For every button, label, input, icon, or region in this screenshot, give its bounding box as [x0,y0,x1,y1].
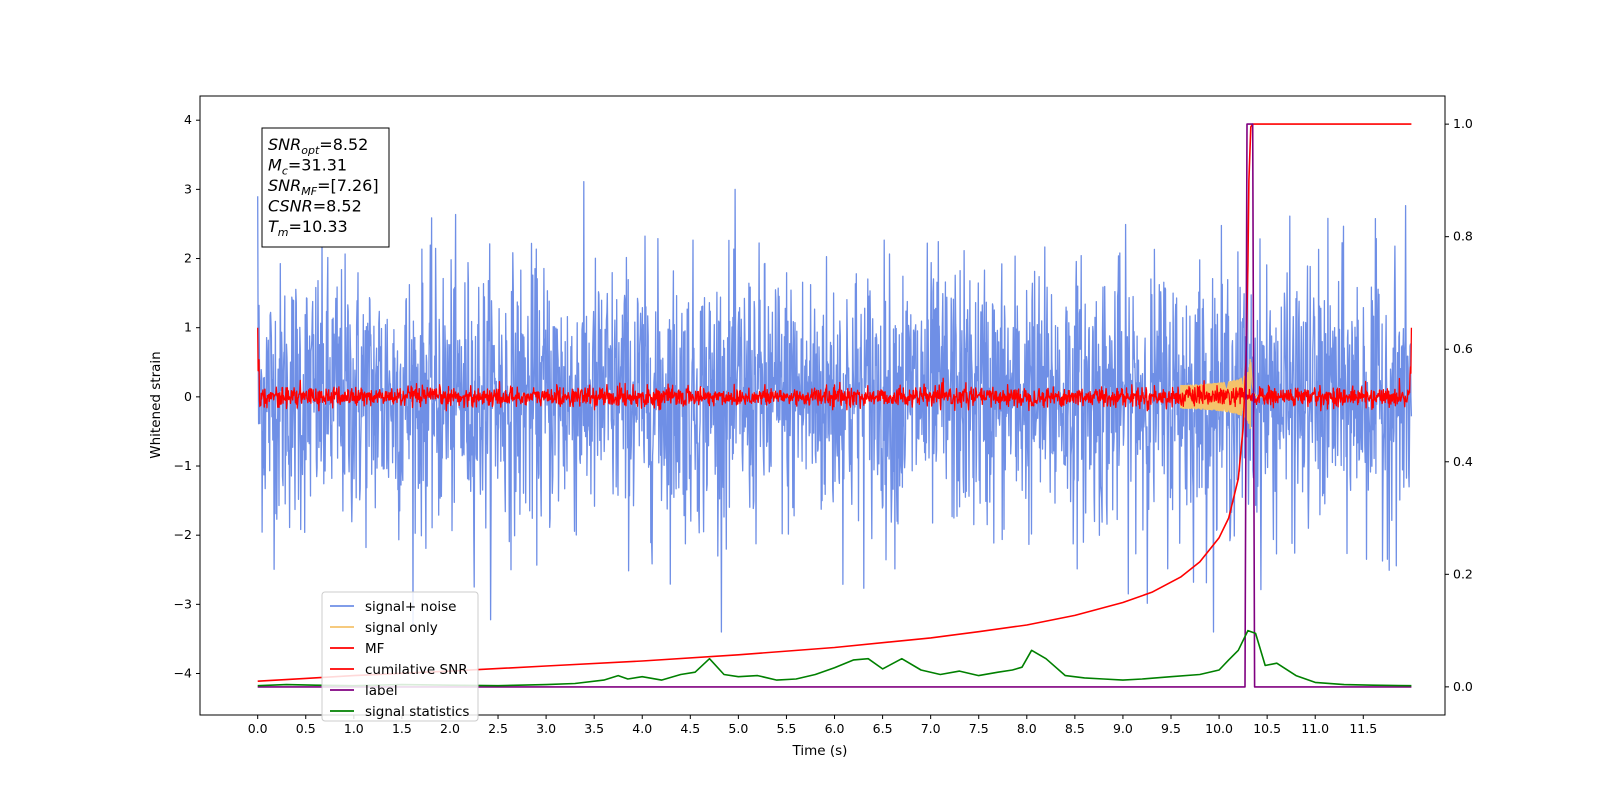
x-tick-label: 8.0 [1017,721,1037,736]
x-tick-label: 2.5 [488,721,508,736]
legend-label-signal-noise: signal+ noise [365,599,456,615]
stats-symbol: SNR [268,135,301,154]
y-tick-label: 2 [184,251,192,266]
x-tick-label: 6.5 [873,721,893,736]
stats-line: Mc=31.31 [268,156,347,178]
x-axis: 0.0 0.5 1.0 1.5 2.0 2.5 3.0 3.5 4.0 4.5 5.0 5.5 6.0 6… [248,715,1377,736]
y-axis-left: 4 3 2 1 0 −1 −2 −3 −4 [174,112,200,681]
legend-label-cumilative-snr: cumilative SNR [365,662,468,678]
x-tick-label: 1.0 [344,721,364,736]
legend-label-signal-statistics: signal statistics [365,704,469,720]
x-tick-label: 5.0 [728,721,748,736]
x-tick-label: 7.5 [969,721,989,736]
y-axis-right: 1.0 0.8 0.6 0.4 0.2 0.0 [1445,116,1473,694]
y-tick-label: −3 [174,596,192,611]
x-tick-label: 2.0 [440,721,460,736]
y-tick-label: 4 [184,112,192,127]
series-line-cumilative-snr [257,123,1412,682]
series-line-label [257,123,1412,688]
stats-box: SNRopt=8.52Mc=31.31SNRMF=[7.26]CSNR=8.52… [261,127,390,248]
x-tick-label: 7.0 [921,721,941,736]
x-tick-label: 1.5 [392,721,412,736]
x-tick-label: 4.5 [680,721,700,736]
stats-line: SNRMF=[7.26] [268,176,379,198]
x-tick-label: 9.0 [1113,721,1133,736]
series-layer [257,123,1413,688]
legend-label-mf: MF [365,641,384,657]
stats-symbol: SNR [268,176,301,195]
x-tick-label: 3.5 [584,721,604,736]
stats-subscript: opt [301,144,320,157]
y2-tick-label: 0.0 [1453,679,1473,694]
stats-value: =8.52 [313,197,362,216]
legend-label-label: label [365,683,398,699]
x-tick-label: 11.0 [1301,721,1329,736]
y-tick-label: 3 [184,181,192,196]
plot-frame [199,95,1446,716]
x-tick-label: 8.5 [1065,721,1085,736]
x-tick-label: 5.5 [777,721,797,736]
x-tick-label: 10.0 [1205,721,1233,736]
stats-value: =[7.26] [317,176,379,195]
stats-subscript: c [282,165,288,178]
x-tick-label: 0.0 [248,721,268,736]
stats-value: =8.52 [319,135,368,154]
stats-subscript: MF [301,185,317,198]
y2-tick-label: 0.8 [1453,229,1473,244]
stats-line: Tm=10.33 [268,217,348,239]
legend: signal+ noise signal only MF cumilative SNR… [321,591,479,722]
y-tick-label: −2 [174,527,192,542]
stats-value: =31.31 [288,156,347,175]
y-tick-label: −1 [174,458,192,473]
y-tick-label: 1 [184,320,192,335]
legend-label-signal-only: signal only [365,620,438,636]
series-line-signal-statistics [257,629,1412,687]
x-tick-label: 10.5 [1253,721,1281,736]
x-tick-label: 0.5 [296,721,316,736]
series-line-mf [257,327,1413,412]
stats-line: CSNR=8.52 [268,197,362,216]
x-tick-label: 6.0 [825,721,845,736]
x-tick-label: 3.0 [536,721,556,736]
stats-symbol: T [268,217,279,236]
y2-tick-label: 1.0 [1453,116,1473,131]
legend-frame [321,591,479,722]
stats-symbol: M [268,156,282,175]
stats-symbol: CSNR [268,197,313,216]
stats-box-frame [261,127,390,248]
y-tick-label: −4 [174,666,192,681]
stats-value: =10.33 [289,217,348,236]
x-tick-label: 9.5 [1161,721,1181,736]
y-axis-label: Whitened strain [148,351,164,458]
y2-tick-label: 0.4 [1453,454,1473,469]
x-tick-label: 11.5 [1349,721,1377,736]
y-tick-label: 0 [184,389,192,404]
x-axis-label: Time (s) [792,743,848,759]
y2-tick-label: 0.6 [1453,341,1473,356]
stats-line: SNRopt=8.52 [268,135,368,157]
stats-subscript: m [278,226,289,239]
x-tick-label: 4.0 [632,721,652,736]
y2-tick-label: 0.2 [1453,566,1473,581]
